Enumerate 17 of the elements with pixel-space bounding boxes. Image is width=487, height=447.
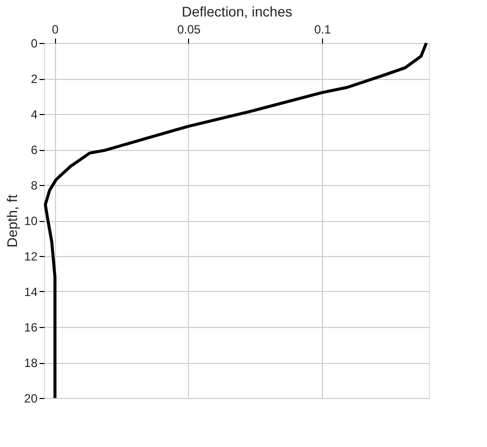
x-tick-label: 0: [52, 22, 59, 36]
y-axis-title: Depth, ft: [4, 194, 20, 248]
y-tick-label: 10: [24, 214, 38, 228]
y-tick-label: 16: [24, 320, 38, 334]
x-tick-label: 0.1: [314, 22, 332, 36]
y-tick-label: 20: [24, 392, 38, 406]
y-tick-label: 0: [30, 36, 38, 50]
y-tick-label: 14: [24, 285, 38, 299]
x-axis-title: Deflection, inches: [182, 4, 292, 20]
x-tick-label: 0.05: [177, 22, 201, 36]
y-tick-label: 12: [24, 250, 38, 264]
line-series: [44, 42, 428, 400]
y-tick-label: 2: [30, 72, 38, 86]
y-tick-label: 6: [30, 143, 38, 157]
y-tick-label: 18: [24, 356, 38, 370]
y-tick-label: 8: [30, 178, 38, 192]
y-tick-label: 4: [30, 108, 38, 122]
